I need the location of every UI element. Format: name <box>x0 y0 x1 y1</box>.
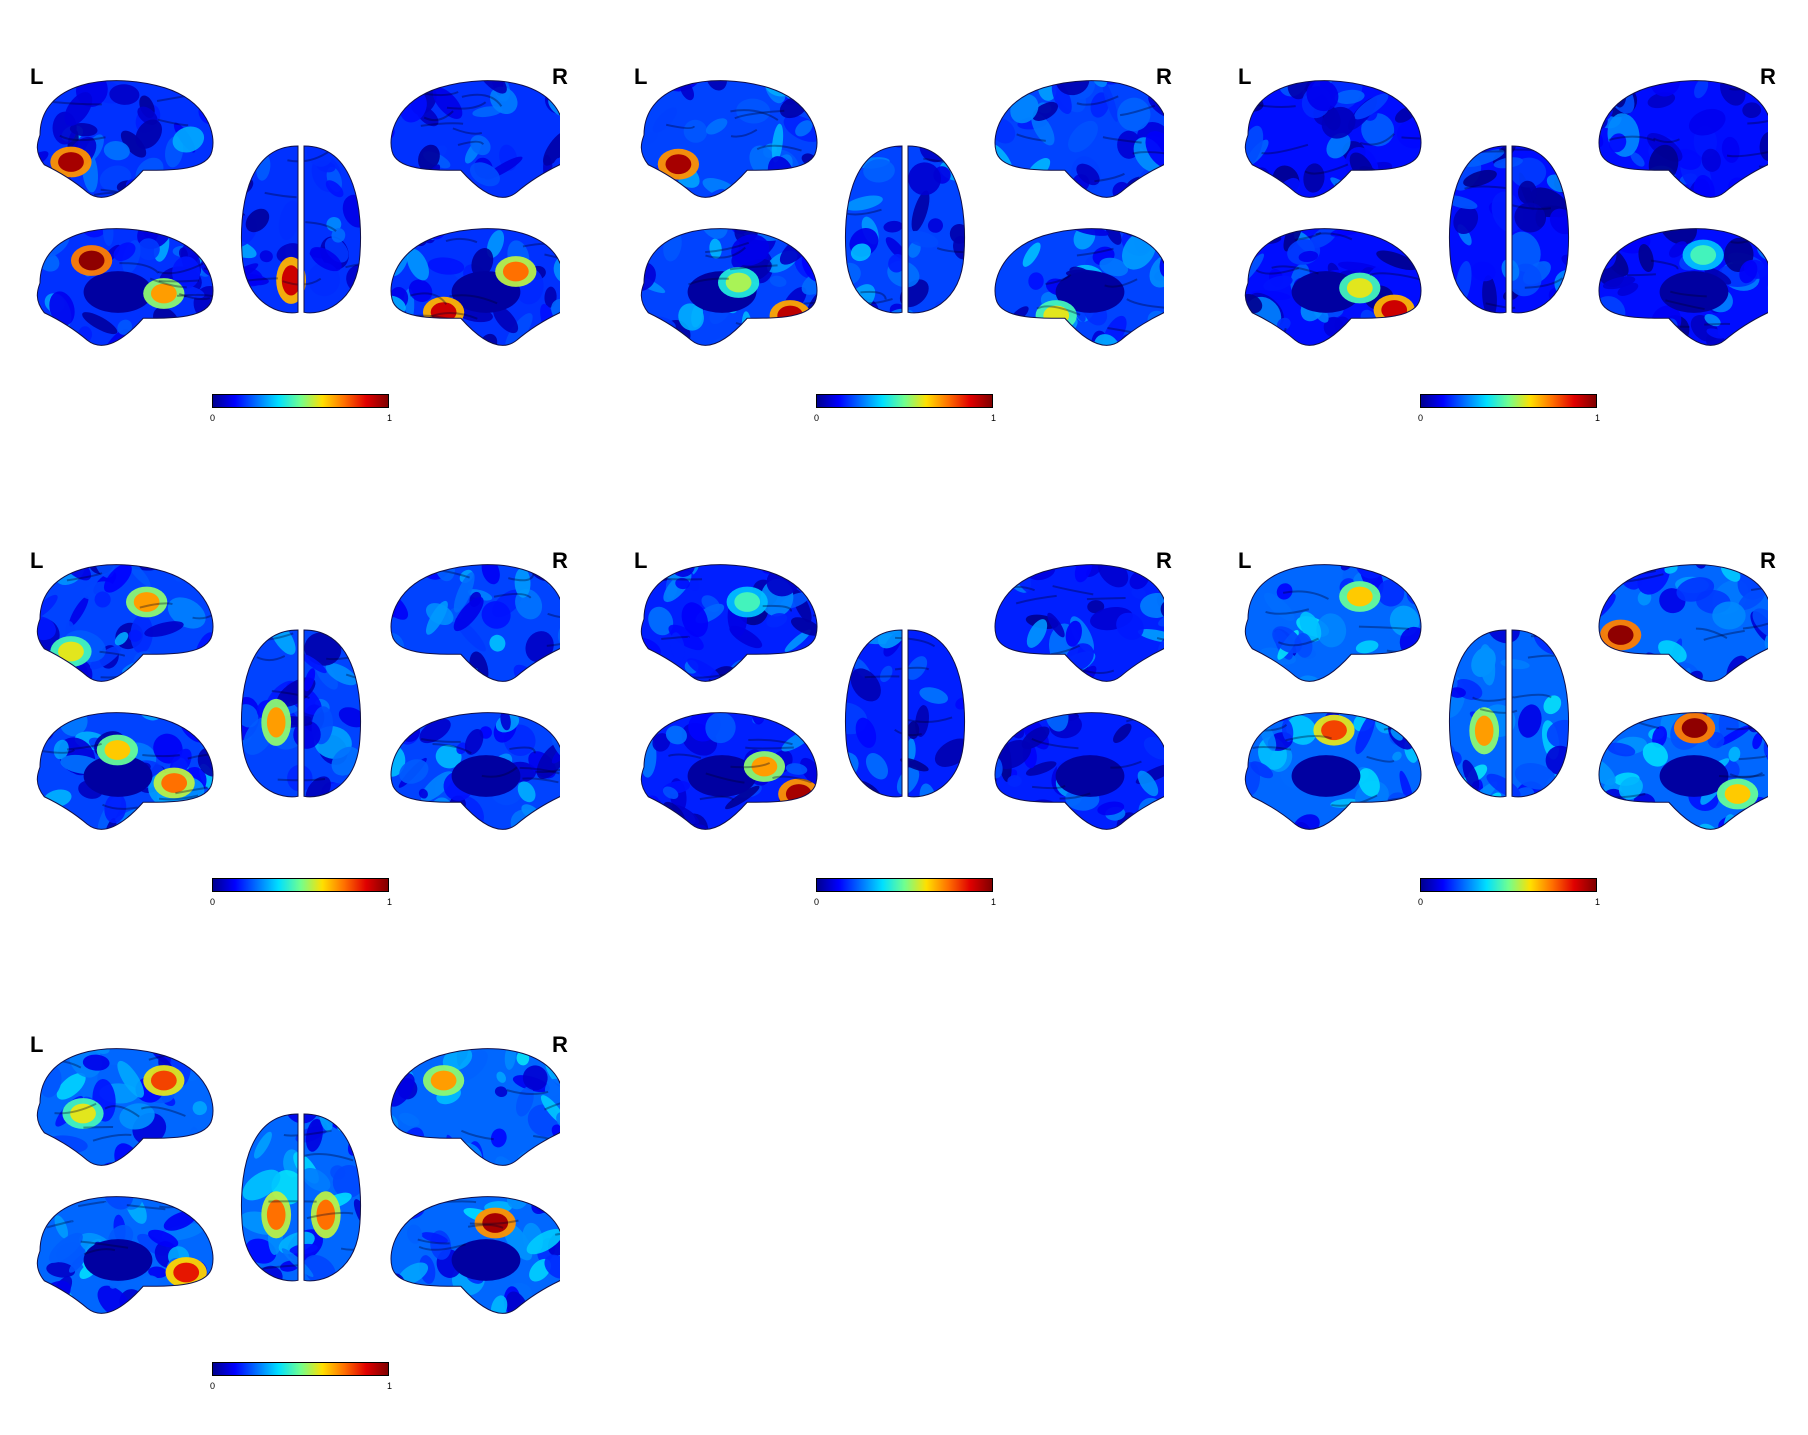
brain-views <box>640 564 1164 830</box>
brain-med-left-view <box>1245 228 1421 346</box>
brain-views <box>1244 564 1768 830</box>
brain-med-left-view <box>37 712 213 830</box>
brain-lat-right-view <box>391 80 560 198</box>
colorbar-max-label: 1 <box>387 1381 393 1391</box>
brain-lat-right-view <box>391 1048 560 1166</box>
brain-lat-right-view <box>391 564 560 682</box>
brain-views <box>36 564 560 830</box>
colorbar-max-label: 1 <box>387 413 393 423</box>
right-hemisphere-label: R <box>552 1032 568 1057</box>
left-hemisphere-label: L <box>634 64 648 89</box>
brain-lat-left-view <box>37 1048 213 1166</box>
brain-med-left-view <box>37 1196 213 1314</box>
brain-dorsal-view <box>241 630 361 797</box>
brain-med-left-view <box>641 712 817 830</box>
colorbar-min-label: 0 <box>1418 413 1424 423</box>
brain-panel-5: L R 0 1 <box>604 484 1172 907</box>
left-hemisphere-label: L <box>634 548 648 573</box>
colorbar <box>1420 878 1597 892</box>
brain-views <box>640 80 1164 346</box>
colorbar <box>212 1362 389 1376</box>
right-hemisphere-label: R <box>552 548 568 573</box>
colorbar-max-label: 1 <box>1595 897 1601 907</box>
brain-med-left-view <box>1245 712 1421 830</box>
colorbar <box>212 878 389 892</box>
brain-panel-4: L R 0 1 <box>0 484 568 907</box>
colorbar-min-label: 0 <box>814 897 820 907</box>
brain-med-right-view <box>391 712 560 830</box>
brain-med-right-view <box>995 712 1164 830</box>
colorbar-max-label: 1 <box>387 897 393 907</box>
colorbar-min-label: 0 <box>1418 897 1424 907</box>
brain-panel-7: L R 0 1 <box>0 968 568 1391</box>
colorbar <box>212 394 389 408</box>
brain-dorsal-view <box>241 1114 361 1281</box>
brain-lat-left-view <box>641 80 817 198</box>
brain-views <box>1244 80 1768 346</box>
left-hemisphere-label: L <box>1238 64 1252 89</box>
brain-lat-left-view <box>1245 80 1421 198</box>
right-hemisphere-label: R <box>1760 548 1776 573</box>
brain-panel-1: L R 0 1 <box>0 0 568 423</box>
brain-lat-right-view <box>1599 564 1768 682</box>
colorbar-max-label: 1 <box>991 897 997 907</box>
brain-lat-right-view <box>1599 80 1768 198</box>
right-hemisphere-label: R <box>1156 548 1172 573</box>
brain-med-right-view <box>1599 712 1768 830</box>
left-hemisphere-label: L <box>30 64 44 89</box>
brain-lat-right-view <box>995 80 1164 198</box>
brain-med-right-view <box>391 1196 560 1314</box>
colorbar-min-label: 0 <box>210 897 216 907</box>
brain-med-right-view <box>1599 228 1768 346</box>
brain-views <box>36 80 560 346</box>
colorbar-min-label: 0 <box>210 413 216 423</box>
brain-dorsal-view <box>845 630 965 797</box>
left-hemisphere-label: L <box>30 1032 44 1057</box>
colorbar-max-label: 1 <box>1595 413 1601 423</box>
colorbar-min-label: 0 <box>210 1381 216 1391</box>
right-hemisphere-label: R <box>1760 64 1776 89</box>
right-hemisphere-label: R <box>1156 64 1172 89</box>
brain-lat-right-view <box>995 564 1164 682</box>
left-hemisphere-label: L <box>30 548 44 573</box>
brain-panel-6: L R 0 1 <box>1208 484 1776 907</box>
brain-panel-2: L R 0 1 <box>604 0 1172 423</box>
colorbar-max-label: 1 <box>991 413 997 423</box>
brain-med-left-view <box>641 228 817 346</box>
colorbar-min-label: 0 <box>814 413 820 423</box>
brain-lat-left-view <box>37 80 213 198</box>
colorbar <box>816 394 993 408</box>
brain-panel-3: L R 0 1 <box>1208 0 1776 423</box>
brain-med-left-view <box>37 228 213 346</box>
right-hemisphere-label: R <box>552 64 568 89</box>
brain-lat-left-view <box>37 564 213 682</box>
brain-views <box>36 1048 560 1314</box>
left-hemisphere-label: L <box>1238 548 1252 573</box>
colorbar <box>816 878 993 892</box>
colorbar <box>1420 394 1597 408</box>
